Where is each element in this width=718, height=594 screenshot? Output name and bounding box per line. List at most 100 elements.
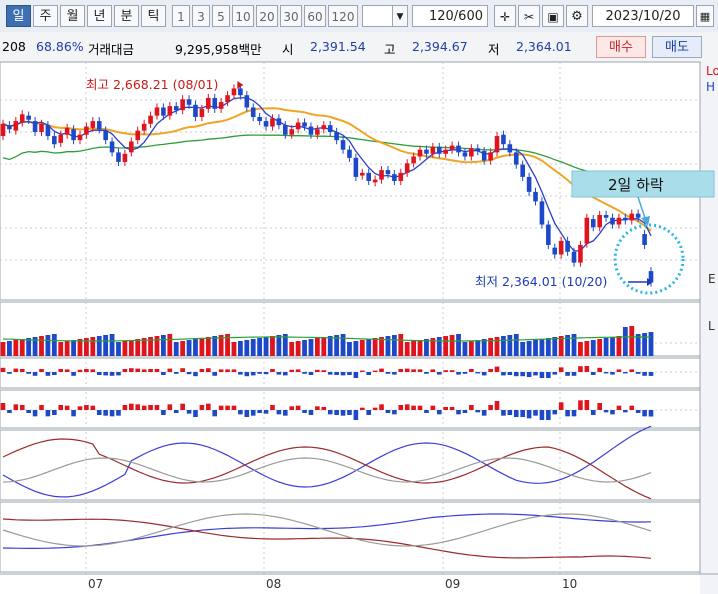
candle-body <box>475 148 480 151</box>
ind1-bar <box>552 372 557 375</box>
volume-bar <box>187 340 192 356</box>
ind2-bar <box>270 405 275 410</box>
ind2-bar <box>418 406 423 410</box>
volume-bar <box>597 339 602 356</box>
ind1-bar <box>309 372 314 375</box>
candle-body <box>129 142 134 153</box>
candle-body <box>341 140 346 150</box>
ind2-bar <box>495 401 500 410</box>
ind1-bar <box>180 368 185 372</box>
ind2-bar <box>251 410 256 416</box>
candle-body <box>514 152 519 164</box>
ind1-bar <box>578 366 583 372</box>
volume-bar <box>321 337 326 356</box>
candle-body <box>578 245 583 263</box>
right-edge-label: H <box>706 80 715 94</box>
volume-bar <box>232 342 237 356</box>
ind2-bar <box>450 407 455 410</box>
ind1-bar <box>26 372 31 374</box>
candle-body <box>245 95 250 107</box>
volume-bar <box>437 337 442 356</box>
ind1-bar <box>398 369 403 372</box>
volume-bar <box>264 337 269 356</box>
ind2-bar <box>142 406 147 410</box>
volume-bar <box>167 334 172 356</box>
ind2-bar <box>321 407 326 410</box>
candle-body <box>26 116 31 120</box>
ind2-bar <box>46 410 51 416</box>
ind2-bar <box>360 408 365 410</box>
ind2-bar <box>552 410 557 414</box>
ind2-bar <box>328 410 333 414</box>
candle-body <box>200 109 205 117</box>
ind1-bar <box>405 369 410 372</box>
volume-bar <box>366 339 371 356</box>
ind1-bar <box>71 372 76 376</box>
candle-body <box>540 201 545 224</box>
ind1-bar <box>463 372 468 374</box>
ind2-bar <box>174 410 179 413</box>
ind2-bar <box>238 410 243 414</box>
volume-bar <box>546 338 551 356</box>
ind1-bar <box>411 369 416 372</box>
ind1-bar <box>328 372 333 375</box>
ind2-bar <box>97 410 102 415</box>
ind1-bar <box>129 368 134 372</box>
ind1-bar <box>373 371 378 372</box>
volume-bar <box>46 335 51 356</box>
ind1-bar <box>456 372 461 375</box>
ind1-bar <box>424 372 429 374</box>
volume-bar <box>450 335 455 356</box>
volume-bar <box>392 335 397 356</box>
ind1-bar <box>386 372 391 374</box>
ind2-bar <box>469 405 474 410</box>
ind1-bar <box>540 372 545 378</box>
ind2-bar <box>129 404 134 410</box>
candle-body <box>334 132 339 140</box>
ind2-bar <box>212 410 217 416</box>
ind1-bar <box>636 372 641 374</box>
right-edge-label: L <box>708 319 715 333</box>
candle-body <box>559 241 564 255</box>
candle-body <box>206 98 211 109</box>
ind1-bar <box>508 372 513 375</box>
ind2-bar <box>437 410 442 414</box>
candle-body <box>65 128 70 135</box>
ind2-bar <box>58 405 63 410</box>
candle-body <box>495 136 500 152</box>
candle-body <box>469 148 474 156</box>
candle-body <box>450 146 455 150</box>
volume-bar <box>591 340 596 356</box>
ind1-bar <box>475 372 480 373</box>
callout-text: 2일 하락 <box>608 176 664 194</box>
ind1-bar <box>623 372 628 373</box>
ind2-bar <box>1 403 6 410</box>
volume-bar <box>26 338 31 356</box>
ind1-bar <box>334 372 339 375</box>
volume-bar <box>52 334 57 356</box>
volume-bar <box>7 341 12 356</box>
candle-body <box>431 147 436 154</box>
volume-bar <box>386 336 391 356</box>
ind1-bar <box>39 369 44 372</box>
ind2-bar <box>148 405 153 410</box>
volume-bar <box>97 336 102 356</box>
ind1-bar <box>65 369 70 372</box>
volume-bar <box>206 337 211 356</box>
ind2-bar <box>424 410 429 413</box>
ind1-bar <box>366 372 371 375</box>
ind1-bar <box>219 369 224 372</box>
candle-body <box>610 218 615 225</box>
ind2-bar <box>65 406 70 410</box>
candle-body <box>270 118 275 126</box>
ind2-bar <box>597 403 602 410</box>
ind1-bar <box>533 372 538 375</box>
candle-body <box>212 98 217 109</box>
ind2-bar <box>200 405 205 410</box>
volume-bar <box>353 341 358 356</box>
candle-body <box>398 173 403 181</box>
ind1-bar <box>341 372 346 375</box>
ind2-bar <box>398 405 403 410</box>
ind2-bar <box>386 410 391 413</box>
